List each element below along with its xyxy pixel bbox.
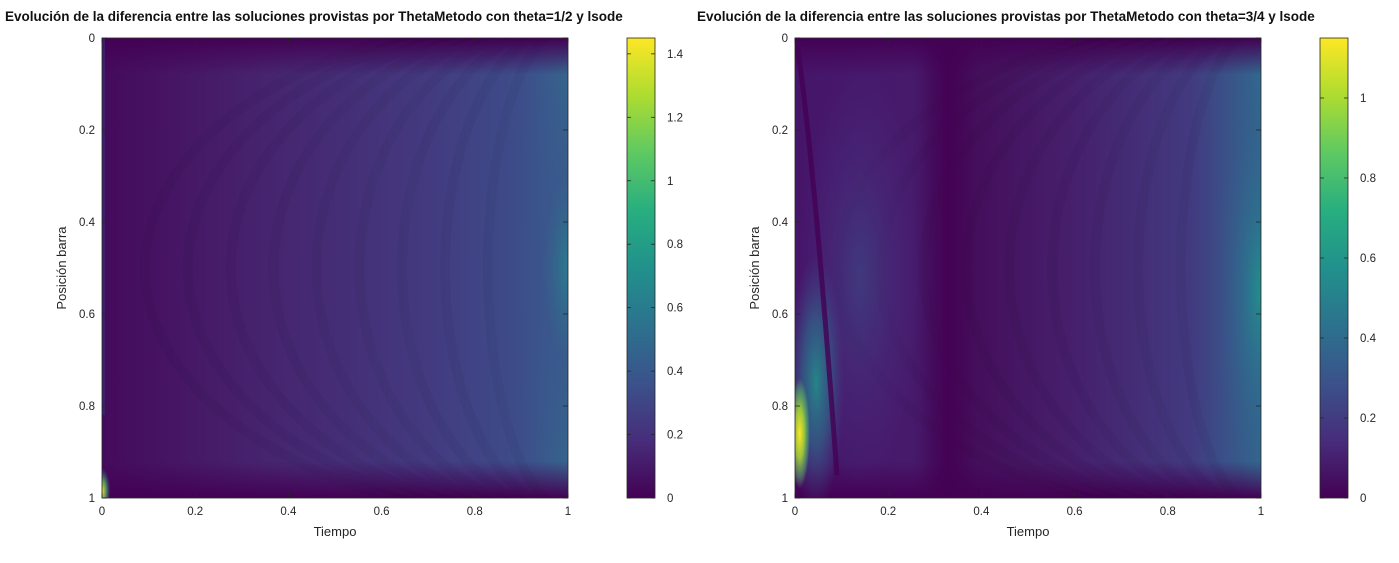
y-tick-label: 0 <box>89 33 95 45</box>
y-tick-label: 0.6 <box>772 309 788 321</box>
x-tick-label: 0.2 <box>187 506 203 518</box>
colorbar-frame <box>626 37 656 499</box>
heatmap-hotspot <box>795 378 810 489</box>
colorbar-tick-label: 1.2 <box>667 112 683 124</box>
heatmap-plot: 0 0.2 0.4 0.6 0.8 100.20.40.60.81TiempoPosici… <box>54 33 684 539</box>
colorbar-tick-label: 0.2 <box>1360 413 1376 425</box>
colorbar-tick-label: 1 <box>1360 93 1366 105</box>
y-tick-label: 0.4 <box>772 217 789 229</box>
y-tick-label: 0.4 <box>79 217 96 229</box>
plot-frame <box>101 37 569 499</box>
heatmap-field <box>102 38 568 498</box>
x-tick-label: 0.4 <box>973 506 990 518</box>
heatmap-band <box>920 38 977 498</box>
y-tick-label: 0.2 <box>79 125 95 137</box>
x-tick-label: 0.2 <box>880 506 896 518</box>
y-axis-label: Posición barra <box>747 226 762 310</box>
heatmap-background <box>102 38 568 498</box>
x-tick-label: 0.4 <box>280 506 297 518</box>
x-axis-label: Tiempo <box>1007 524 1050 539</box>
colorbar-tick-label: 1.4 <box>667 49 684 61</box>
plot-frame <box>794 37 1262 499</box>
x-tick-label: 1 <box>1258 506 1264 518</box>
heatmap-hotspot <box>102 468 111 498</box>
heatmap-edge <box>102 461 568 498</box>
x-tick-label: 0.8 <box>467 506 483 518</box>
heatmap-hotspot <box>1214 84 1261 498</box>
x-tick-label: 0 <box>792 506 798 518</box>
heatmap-edge <box>102 38 568 75</box>
y-tick-label: 0.6 <box>79 309 95 321</box>
colorbar <box>627 38 655 498</box>
heatmap-edge <box>795 38 1261 75</box>
colorbar-tick-label: 0.8 <box>1360 173 1376 185</box>
x-tick-label: 0.6 <box>374 506 390 518</box>
x-tick-label: 1 <box>565 506 571 518</box>
y-tick-label: 0 <box>782 33 788 45</box>
heatmap-plot: 0 0.2 0.4 0.6 0.8 100.20.40.60.81TiempoPosici… <box>747 33 1377 539</box>
heatmap-ridge <box>795 46 840 476</box>
x-axis-label: Tiempo <box>314 524 357 539</box>
x-tick-label: 0.6 <box>1067 506 1083 518</box>
colorbar-tick-label: 1 <box>667 176 673 188</box>
colorbar-tick-label: 0.6 <box>1360 253 1376 265</box>
colorbar <box>1320 38 1348 498</box>
heatmap-edge <box>102 38 105 416</box>
heatmap-hotspot <box>512 61 568 475</box>
colorbar-tick-label: 0.4 <box>1360 333 1377 345</box>
y-tick-label: 1 <box>89 493 95 505</box>
chart-title: Evolución de la diferencia entre las sol… <box>697 9 1315 24</box>
x-tick-label: 0.8 <box>1160 506 1176 518</box>
chart-panel-right: Evolución de la diferencia entre las sol… <box>694 0 1399 563</box>
chart-panel-left: Evolución de la diferencia entre las sol… <box>5 9 684 539</box>
colorbar-tick-label: 0.2 <box>667 430 683 442</box>
heatmap-field <box>795 38 1261 498</box>
x-tick-label: 0 <box>99 506 105 518</box>
colorbar-tick-label: 0.4 <box>667 366 684 378</box>
y-tick-label: 0.8 <box>772 401 788 413</box>
chart-title: Evolución de la diferencia entre las sol… <box>5 9 623 24</box>
colorbar-tick-label: 0 <box>1360 493 1366 505</box>
y-axis-label: Posición barra <box>54 226 69 310</box>
colorbar-tick-label: 0 <box>667 493 673 505</box>
colorbar-frame <box>1319 37 1349 499</box>
colorbar-tick-label: 0.8 <box>667 239 683 251</box>
colorbar-tick-label: 0.6 <box>667 303 683 315</box>
y-tick-label: 0.8 <box>79 401 95 413</box>
y-tick-label: 0.2 <box>772 125 788 137</box>
y-tick-label: 1 <box>782 493 788 505</box>
